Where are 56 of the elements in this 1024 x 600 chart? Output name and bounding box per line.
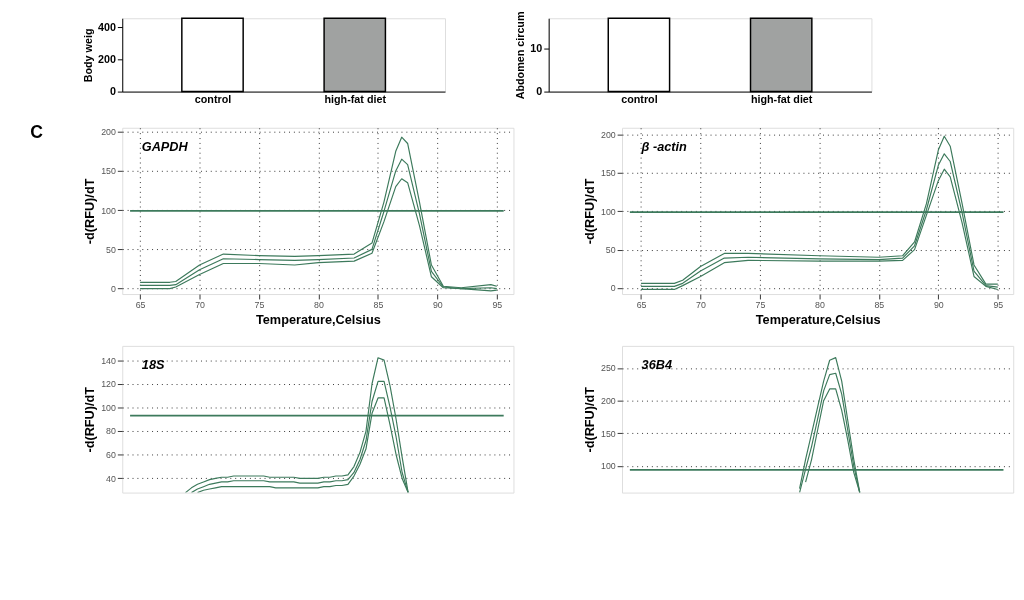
y-tick-label: 400 <box>97 20 116 33</box>
x-tick-label: 90 <box>933 300 944 311</box>
x-tick-label: 70 <box>696 300 706 311</box>
y-axis-title: -d(RFU)/dT <box>582 178 598 245</box>
y-tick-label: 0 <box>110 283 116 294</box>
y-tick-label: 40 <box>106 473 116 484</box>
y-tick-label: 200 <box>600 130 616 141</box>
annotation: β -actin <box>640 139 688 155</box>
x-tick-label: 75 <box>755 300 766 311</box>
y-tick-label: 80 <box>106 426 116 437</box>
x-tick-label: 70 <box>195 300 206 311</box>
annotation: 18S <box>141 357 165 373</box>
x-tick-label: control <box>194 92 232 105</box>
annotation: GAPDH <box>141 139 189 155</box>
y-tick-label: 60 <box>106 450 116 461</box>
x-tick-label: 65 <box>135 300 146 311</box>
y-axis-title: -d(RFU)/dT <box>582 386 598 453</box>
y-tick-label: 120 <box>101 379 116 390</box>
x-tick-label: high-fat diet <box>750 92 813 105</box>
y-tick-label: 100 <box>101 205 116 216</box>
y-tick-label: 0 <box>109 85 116 98</box>
y-axis-title: Abdomen circum <box>514 11 527 100</box>
y-axis-title: -d(RFU)/dT <box>82 178 98 245</box>
x-tick-label: 75 <box>254 300 265 311</box>
y-tick-label: 200 <box>600 396 616 407</box>
y-tick-label: 0 <box>536 85 543 98</box>
y-tick-label: 150 <box>101 166 116 177</box>
y-tick-label: 50 <box>106 244 116 255</box>
y-tick-label: 50 <box>605 245 616 256</box>
y-tick-label: 0 <box>610 283 616 294</box>
y-axis-title: Body weig <box>82 28 95 83</box>
x-tick-label: 65 <box>636 300 647 311</box>
x-tick-label: 85 <box>373 300 384 311</box>
annotation: 36B4 <box>641 357 672 373</box>
x-tick-label: 80 <box>314 300 324 311</box>
x-tick-label: high-fat diet <box>324 92 387 105</box>
y-tick-label: 100 <box>600 461 616 472</box>
x-tick-label: 80 <box>815 300 825 311</box>
x-axis-title: Temperature,Celsius <box>255 311 381 327</box>
y-tick-label: 10 <box>530 41 543 54</box>
y-axis-title: -d(RFU)/dT <box>82 386 98 453</box>
x-tick-label: 85 <box>874 300 885 311</box>
x-tick-label: control <box>621 92 658 105</box>
x-tick-label: 95 <box>993 300 1004 311</box>
x-axis-title: Temperature,Celsius <box>755 311 881 327</box>
x-tick-label: 90 <box>432 300 443 311</box>
chart-title: C <box>30 121 44 142</box>
y-tick-label: 140 <box>101 355 116 366</box>
y-tick-label: 250 <box>600 363 616 374</box>
y-tick-label: 150 <box>600 428 616 439</box>
y-tick-label: 100 <box>101 402 116 413</box>
y-tick-label: 150 <box>600 168 616 179</box>
y-tick-label: 100 <box>600 206 616 217</box>
x-tick-label: 95 <box>492 300 503 311</box>
y-tick-label: 200 <box>97 52 116 65</box>
y-tick-label: 200 <box>101 127 116 138</box>
